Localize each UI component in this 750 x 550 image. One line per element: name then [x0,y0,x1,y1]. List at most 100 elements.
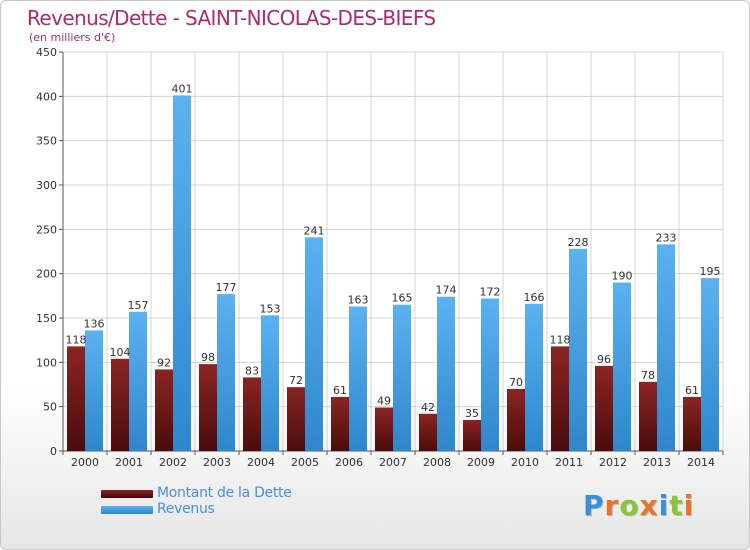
data-label-debt: 49 [377,395,391,408]
bar-debt [375,407,393,451]
data-label-debt: 92 [157,356,171,369]
logo-letter: P [583,489,605,522]
bar-debt [155,369,173,451]
x-tick-label: 2000 [71,456,99,469]
logo-letter: t [669,489,684,522]
data-label-debt: 72 [289,374,303,387]
y-tick-label: 350 [36,135,57,148]
chart-title: Revenus/Dette - SAINT-NICOLAS-DES-BIEFS [27,6,436,30]
data-label-debt: 61 [333,384,347,397]
bar-debt [683,396,701,451]
bar-revenue [657,244,675,451]
legend-swatch-debt [101,490,153,498]
bar-revenue [437,296,455,451]
y-tick-label: 150 [36,312,57,325]
y-tick-label: 0 [50,445,57,458]
x-tick-label: 2007 [379,456,407,469]
bar-revenue [217,294,235,451]
data-label-revenue: 233 [656,231,677,244]
data-label-debt: 70 [509,376,523,389]
y-tick-label: 400 [36,90,57,103]
bar-debt [639,381,657,451]
x-tick-label: 2006 [335,456,363,469]
bar-debt [551,346,569,451]
x-tick-label: 2003 [203,456,231,469]
data-label-debt: 35 [465,407,479,420]
data-label-debt: 118 [66,333,87,346]
logo-letter: i [658,489,670,522]
data-label-debt: 61 [685,384,699,397]
data-label-revenue: 177 [216,281,237,294]
x-tick-label: 2004 [247,456,275,469]
logo-letter: r [604,489,620,522]
x-tick-label: 2005 [291,456,319,469]
proxiti-logo: Proxiti [583,489,694,522]
data-label-revenue: 174 [436,284,457,297]
data-label-debt: 83 [245,364,259,377]
bar-debt [243,377,261,451]
data-labels: 118 104 92 98 83 72 61 49 42 35 70 118 96 78 61 136 157 4… [66,82,721,420]
bar-revenue [261,315,279,451]
data-label-revenue: 163 [348,293,369,306]
data-label-debt: 98 [201,351,215,364]
bar-debt [419,413,437,451]
bar-debt [595,365,613,451]
data-label-revenue: 136 [84,317,105,330]
data-label-debt: 96 [597,353,611,366]
bar-revenue [569,248,587,451]
data-label-debt: 104 [110,346,131,359]
y-tick-label: 100 [36,356,57,369]
chart-subtitle: (en milliers d'€) [29,31,116,44]
legend-swatch-revenue [101,506,153,514]
bar-revenue [129,311,147,451]
bar-revenue [305,237,323,451]
bar-debt [287,387,305,451]
data-label-revenue: 153 [260,302,281,315]
data-label-revenue: 190 [612,270,633,283]
legend-label-revenue: Revenus [157,501,215,517]
bar-debt [199,364,217,451]
y-tick-label: 300 [36,179,57,192]
logo-letter: i [683,489,695,522]
x-tick-label: 2014 [687,456,715,469]
bar-debt [507,388,525,451]
data-label-debt: 78 [641,369,655,382]
bar-debt [111,358,129,451]
y-tick-label: 250 [36,223,57,236]
data-label-revenue: 241 [304,224,325,237]
bars [67,95,719,452]
bar-revenue [701,278,719,451]
data-label-revenue: 165 [392,292,413,305]
bar-revenue [525,303,543,451]
x-tick-label: 2012 [599,456,627,469]
bar-debt [67,346,85,451]
x-tick-label: 2008 [423,456,451,469]
data-label-revenue: 401 [172,82,193,95]
bar-revenue [349,306,367,451]
x-tick-label: 2010 [511,456,539,469]
bar-revenue [481,298,499,451]
axes: 0 50 100 150 200 250 300 350 400 450 2000 2001 2002 2… [36,46,724,469]
data-label-revenue: 157 [128,299,149,312]
data-label-revenue: 172 [480,285,501,298]
logo-letter: x [639,489,659,522]
y-tick-label: 50 [43,401,57,414]
bar-revenue [393,304,411,451]
x-tick-label: 2011 [555,456,583,469]
y-tick-label: 200 [36,268,57,281]
legend-label-debt: Montant de la Dette [157,485,292,501]
data-label-debt: 42 [421,401,435,414]
bar-debt [331,396,349,451]
data-label-revenue: 228 [568,236,589,249]
bar-revenue [613,282,631,451]
x-tick-label: 2001 [115,456,143,469]
data-label-debt: 118 [550,333,571,346]
bar-revenue [85,330,103,451]
y-tick-label: 450 [36,46,57,59]
logo-letter: o [619,489,640,522]
data-label-revenue: 166 [524,291,545,304]
x-tick-label: 2002 [159,456,187,469]
x-tick-label: 2009 [467,456,495,469]
